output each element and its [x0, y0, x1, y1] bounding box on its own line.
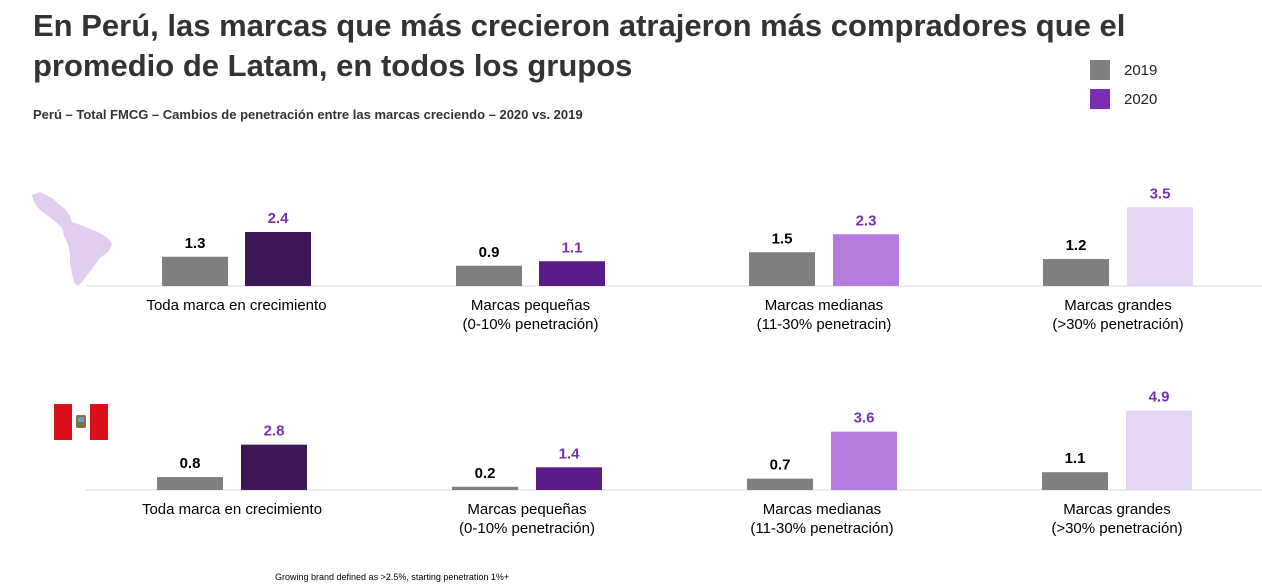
category-label: (11-30% penetracin) — [757, 316, 892, 333]
data-label: 1.3 — [185, 235, 206, 252]
bar-latam-0-2020 — [245, 232, 311, 286]
data-label: 1.5 — [772, 230, 793, 247]
bar-latam-3-2020 — [1127, 207, 1193, 286]
bar-perú-1-2019 — [452, 486, 518, 490]
data-label: 3.6 — [854, 410, 875, 427]
category-label: Marcas medianas — [763, 501, 881, 518]
category-label: Marcas pequeñas — [471, 297, 590, 314]
data-label: 0.2 — [475, 465, 496, 482]
legend-swatch-2020 — [1090, 89, 1110, 109]
data-label: 3.5 — [1150, 185, 1171, 202]
bar-perú-1-2020 — [536, 467, 602, 490]
data-label: 0.8 — [180, 455, 201, 472]
category-label: (>30% penetración) — [1051, 520, 1182, 537]
legend-item-2020: 2020 — [1090, 89, 1157, 109]
bar-latam-2-2019 — [749, 252, 815, 286]
peru-flag-icon — [54, 404, 108, 440]
category-label: Marcas grandes — [1064, 297, 1172, 314]
category-label: (0-10% penetración) — [459, 520, 595, 537]
data-label: 0.9 — [479, 244, 500, 261]
legend-item-2019: 2019 — [1090, 60, 1157, 80]
legend: 2019 2020 — [1090, 60, 1157, 118]
bar-perú-3-2020 — [1126, 410, 1192, 490]
bar-latam-0-2019 — [162, 256, 228, 286]
legend-swatch-2019 — [1090, 60, 1110, 80]
latam-map-icon — [32, 192, 112, 286]
bar-perú-0-2019 — [157, 477, 223, 490]
data-label: 2.8 — [264, 423, 285, 440]
category-label: Toda marca en crecimiento — [142, 501, 322, 518]
category-label: (0-10% penetración) — [463, 316, 599, 333]
bar-latam-2-2020 — [833, 234, 899, 286]
legend-label-2019: 2019 — [1124, 61, 1158, 79]
category-label: Toda marca en crecimiento — [146, 297, 326, 314]
bar-perú-2-2019 — [747, 478, 813, 490]
bar-latam-1-2020 — [539, 261, 605, 286]
data-label: 1.1 — [562, 239, 583, 256]
bar-perú-3-2019 — [1042, 472, 1108, 490]
chart-peru: 0.8 2.8 Toda marca en crecimiento 0.2 1.4 Mar… — [142, 389, 1192, 537]
data-label: 1.1 — [1065, 450, 1086, 467]
data-label: 2.3 — [856, 212, 877, 229]
bar-perú-2-2020 — [831, 431, 897, 490]
page-title: En Perú, las marcas que más crecieron at… — [33, 8, 1126, 83]
category-label: (>30% penetración) — [1052, 316, 1183, 333]
bar-perú-0-2020 — [241, 444, 307, 490]
footnote: Growing brand defined as >2.5%, starting… — [275, 572, 510, 582]
chart-latam: 1.3 2.4 Toda marca en crecimiento 0.9 1.1 Mar… — [146, 185, 1193, 333]
bar-latam-3-2019 — [1043, 259, 1109, 286]
data-label: 2.4 — [268, 210, 290, 227]
data-label: 4.9 — [1149, 389, 1170, 406]
data-label: 0.7 — [770, 457, 791, 474]
data-label: 1.4 — [559, 445, 581, 462]
category-label: Marcas pequeñas — [467, 501, 586, 518]
category-label: Marcas grandes — [1063, 501, 1171, 518]
category-label: (11-30% penetración) — [750, 520, 893, 537]
category-label: Marcas medianas — [765, 297, 883, 314]
data-label: 1.2 — [1066, 237, 1087, 254]
bar-latam-1-2019 — [456, 265, 522, 286]
chart-subtitle: Perú – Total FMCG – Cambios de penetraci… — [33, 107, 583, 122]
legend-label-2020: 2020 — [1124, 90, 1158, 108]
